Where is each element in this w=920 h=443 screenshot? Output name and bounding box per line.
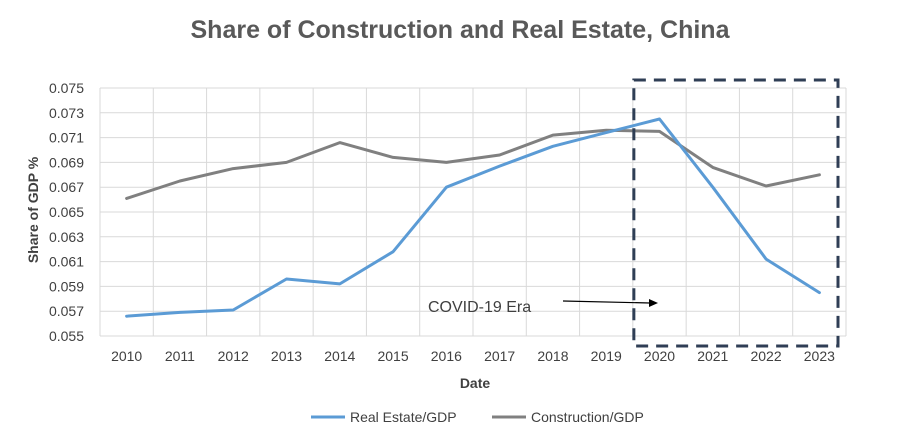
y-tick-label: 0.055 <box>49 328 84 344</box>
grid <box>99 87 847 337</box>
x-tick-label: 2020 <box>644 348 675 364</box>
covid-era-label: COVID-19 Era <box>428 299 531 316</box>
y-tick-label: 0.057 <box>49 303 84 319</box>
chart-title: Share of Construction and Real Estate, C… <box>191 16 731 44</box>
x-tick-label: 2014 <box>324 348 355 364</box>
y-tick-label: 0.069 <box>49 154 84 170</box>
series-line-construction <box>125 128 821 200</box>
y-tick-label: 0.075 <box>49 80 84 96</box>
y-tick-label: 0.063 <box>49 229 84 245</box>
x-tick-label: 2010 <box>111 348 142 364</box>
x-tick-label: 2011 <box>165 348 195 364</box>
x-tick-label: 2015 <box>377 348 408 364</box>
legend-label: Construction/GDP <box>531 409 644 425</box>
covid-annotation: COVID-19 Era <box>428 78 840 348</box>
covid-era-arrow <box>562 300 651 304</box>
series-lines <box>125 117 821 318</box>
x-tick-label: 2017 <box>484 348 515 364</box>
x-tick-label: 2019 <box>591 348 622 364</box>
legend: Real Estate/GDP Construction/GDP <box>311 409 644 425</box>
y-tick-label: 0.061 <box>49 254 84 270</box>
y-tick-labels: 0.055 0.057 0.059 0.061 0.063 0.065 0.067 0.069… <box>49 80 84 344</box>
y-tick-label: 0.065 <box>49 204 84 220</box>
x-tick-labels: 2010 2011 2012 2013 2014 2015 2016 2017 2018 2019… <box>111 348 835 364</box>
x-tick-label: 2018 <box>537 348 568 364</box>
x-tick-label: 2012 <box>218 348 249 364</box>
x-tick-label: 2023 <box>804 348 835 364</box>
series-line-real-estate <box>125 117 821 318</box>
x-tick-label: 2021 <box>697 348 728 364</box>
y-tick-label: 0.067 <box>49 179 84 195</box>
y-tick-label: 0.059 <box>49 278 84 294</box>
covid-era-highlight-box <box>632 78 840 348</box>
x-tick-label: 2013 <box>271 348 302 364</box>
arrowhead-icon <box>649 299 658 307</box>
x-axis-label: Date <box>460 375 491 391</box>
x-tick-label: 2016 <box>431 348 462 364</box>
y-tick-label: 0.073 <box>49 105 84 121</box>
y-axis-label: Share of GDP % <box>25 156 41 263</box>
y-tick-label: 0.071 <box>49 130 84 146</box>
legend-label: Real Estate/GDP <box>350 409 457 425</box>
x-tick-label: 2022 <box>750 348 781 364</box>
